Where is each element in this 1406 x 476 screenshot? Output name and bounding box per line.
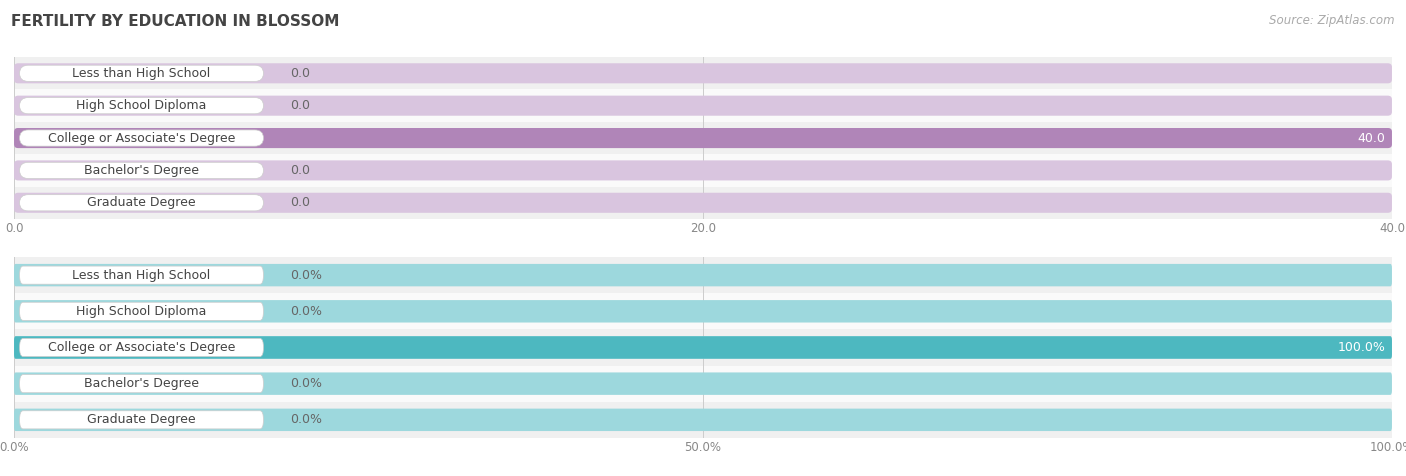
Text: 0.0%: 0.0% bbox=[290, 413, 322, 426]
FancyBboxPatch shape bbox=[14, 264, 1392, 287]
Text: 0.0: 0.0 bbox=[290, 99, 309, 112]
FancyBboxPatch shape bbox=[14, 128, 1392, 148]
FancyBboxPatch shape bbox=[20, 302, 263, 320]
Bar bbox=[14, 89, 1392, 122]
Bar bbox=[14, 122, 1392, 154]
Bar bbox=[14, 293, 1392, 329]
FancyBboxPatch shape bbox=[14, 63, 1392, 83]
Bar bbox=[14, 366, 1392, 402]
FancyBboxPatch shape bbox=[20, 266, 263, 284]
Text: High School Diploma: High School Diploma bbox=[76, 305, 207, 318]
FancyBboxPatch shape bbox=[14, 193, 1392, 213]
Bar bbox=[14, 257, 1392, 293]
Text: Less than High School: Less than High School bbox=[72, 67, 211, 80]
FancyBboxPatch shape bbox=[14, 300, 1392, 323]
Bar bbox=[14, 329, 1392, 366]
Bar bbox=[14, 402, 1392, 438]
FancyBboxPatch shape bbox=[14, 336, 1392, 359]
Text: 100.0%: 100.0% bbox=[1337, 341, 1385, 354]
Text: 0.0: 0.0 bbox=[290, 196, 309, 209]
Text: Less than High School: Less than High School bbox=[72, 268, 211, 282]
FancyBboxPatch shape bbox=[20, 411, 263, 429]
FancyBboxPatch shape bbox=[14, 336, 1392, 359]
FancyBboxPatch shape bbox=[20, 375, 263, 393]
Text: Bachelor's Degree: Bachelor's Degree bbox=[84, 377, 200, 390]
FancyBboxPatch shape bbox=[20, 195, 263, 211]
Text: 40.0: 40.0 bbox=[1357, 131, 1385, 145]
Text: 0.0: 0.0 bbox=[290, 67, 309, 80]
FancyBboxPatch shape bbox=[14, 160, 1392, 180]
FancyBboxPatch shape bbox=[14, 96, 1392, 116]
FancyBboxPatch shape bbox=[20, 65, 263, 81]
FancyBboxPatch shape bbox=[20, 162, 263, 178]
Text: Source: ZipAtlas.com: Source: ZipAtlas.com bbox=[1270, 14, 1395, 27]
Text: FERTILITY BY EDUCATION IN BLOSSOM: FERTILITY BY EDUCATION IN BLOSSOM bbox=[11, 14, 340, 30]
FancyBboxPatch shape bbox=[20, 98, 263, 114]
FancyBboxPatch shape bbox=[20, 130, 263, 146]
FancyBboxPatch shape bbox=[14, 372, 1392, 395]
Text: 0.0%: 0.0% bbox=[290, 377, 322, 390]
Text: Graduate Degree: Graduate Degree bbox=[87, 196, 195, 209]
Bar bbox=[14, 187, 1392, 219]
Text: Bachelor's Degree: Bachelor's Degree bbox=[84, 164, 200, 177]
Text: College or Associate's Degree: College or Associate's Degree bbox=[48, 131, 235, 145]
Text: Graduate Degree: Graduate Degree bbox=[87, 413, 195, 426]
Bar bbox=[14, 154, 1392, 187]
Text: College or Associate's Degree: College or Associate's Degree bbox=[48, 341, 235, 354]
Text: High School Diploma: High School Diploma bbox=[76, 99, 207, 112]
FancyBboxPatch shape bbox=[20, 338, 263, 357]
Text: 0.0%: 0.0% bbox=[290, 305, 322, 318]
FancyBboxPatch shape bbox=[14, 128, 1392, 148]
Text: 0.0: 0.0 bbox=[290, 164, 309, 177]
Text: 0.0%: 0.0% bbox=[290, 268, 322, 282]
Bar bbox=[14, 57, 1392, 89]
FancyBboxPatch shape bbox=[14, 408, 1392, 431]
